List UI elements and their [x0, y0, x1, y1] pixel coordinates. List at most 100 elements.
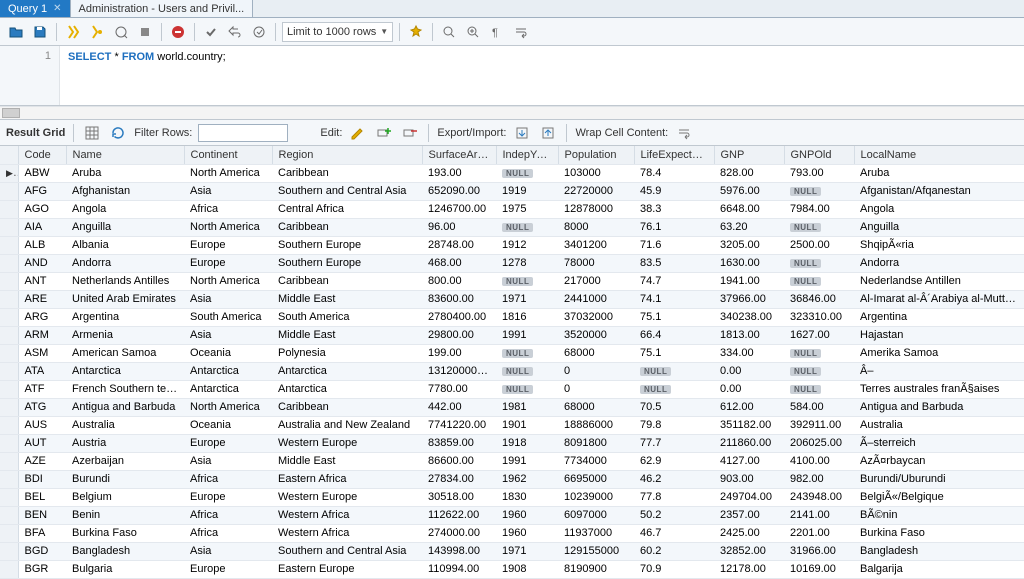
cell-gnpold[interactable]: 7984.00	[784, 200, 854, 218]
invisible-icon[interactable]: ¶	[487, 22, 507, 42]
cell-code[interactable]: AZE	[18, 452, 66, 470]
cell-code[interactable]: AUS	[18, 416, 66, 434]
col-surfacearea[interactable]: SurfaceArea	[422, 146, 496, 164]
cell-indepyear[interactable]: 1991	[496, 452, 558, 470]
cell-lifeexpectancy[interactable]: 79.8	[634, 416, 714, 434]
cell-gnpold[interactable]: 36846.00	[784, 290, 854, 308]
cell-gnp[interactable]: 4127.00	[714, 452, 784, 470]
cell-gnp[interactable]: 903.00	[714, 470, 784, 488]
cell-region[interactable]: Middle East	[272, 326, 422, 344]
tab-1[interactable]: Administration - Users and Privil...	[71, 0, 254, 17]
cell-region[interactable]: Western Europe	[272, 434, 422, 452]
cell-code[interactable]: AUT	[18, 434, 66, 452]
cell-region[interactable]: Australia and New Zealand	[272, 416, 422, 434]
cell-localname[interactable]: Aruba	[854, 164, 1024, 182]
cell-code[interactable]: AIA	[18, 218, 66, 236]
col-indepyear[interactable]: IndepYear	[496, 146, 558, 164]
cell-lifeexpectancy[interactable]: 71.6	[634, 236, 714, 254]
cell-region[interactable]: Western Africa	[272, 506, 422, 524]
autocommit-icon[interactable]	[249, 22, 269, 42]
cell-lifeexpectancy[interactable]: 60.2	[634, 542, 714, 560]
editor-h-scrollbar[interactable]	[0, 106, 1024, 120]
cell-population[interactable]: 0	[558, 362, 634, 380]
cell-indepyear[interactable]: 1981	[496, 398, 558, 416]
cell-localname[interactable]: Angola	[854, 200, 1024, 218]
table-row[interactable]: ATFFrench Southern ter...AntarcticaAntar…	[0, 380, 1024, 398]
table-row[interactable]: BGRBulgariaEuropeEastern Europe110994.00…	[0, 560, 1024, 578]
cell-gnpold[interactable]: 584.00	[784, 398, 854, 416]
cell-region[interactable]: Western Europe	[272, 488, 422, 506]
cell-surfacearea[interactable]: 274000.00	[422, 524, 496, 542]
cell-code[interactable]: ABW	[18, 164, 66, 182]
cell-gnpold[interactable]: 793.00	[784, 164, 854, 182]
cell-surfacearea[interactable]: 28748.00	[422, 236, 496, 254]
table-row[interactable]: BENBeninAfricaWestern Africa112622.00196…	[0, 506, 1024, 524]
cell-gnpold[interactable]: 392911.00	[784, 416, 854, 434]
cell-lifeexpectancy[interactable]: 77.7	[634, 434, 714, 452]
import-icon[interactable]	[538, 123, 558, 143]
cell-population[interactable]: 68000	[558, 398, 634, 416]
cell-population[interactable]: 8000	[558, 218, 634, 236]
cell-continent[interactable]: North America	[184, 272, 272, 290]
cell-indepyear[interactable]: 1971	[496, 542, 558, 560]
cell-population[interactable]: 7734000	[558, 452, 634, 470]
cell-gnp[interactable]: 0.00	[714, 362, 784, 380]
cell-population[interactable]: 78000	[558, 254, 634, 272]
cell-lifeexpectancy[interactable]: 83.5	[634, 254, 714, 272]
cell-indepyear[interactable]: 1278	[496, 254, 558, 272]
cell-localname[interactable]: ShqipÃ«ria	[854, 236, 1024, 254]
cell-code[interactable]: BGD	[18, 542, 66, 560]
cell-gnpold[interactable]: NULL	[784, 182, 854, 200]
cell-region[interactable]: Southern and Central Asia	[272, 542, 422, 560]
insert-row-icon[interactable]	[374, 123, 394, 143]
cell-population[interactable]: 8190900	[558, 560, 634, 578]
cell-name[interactable]: United Arab Emirates	[66, 290, 184, 308]
cell-code[interactable]: BFA	[18, 524, 66, 542]
cell-code[interactable]: ATG	[18, 398, 66, 416]
cell-gnpold[interactable]: NULL	[784, 380, 854, 398]
cell-gnpold[interactable]: 10169.00	[784, 560, 854, 578]
cell-lifeexpectancy[interactable]: 76.1	[634, 218, 714, 236]
cell-name[interactable]: Burundi	[66, 470, 184, 488]
cell-localname[interactable]: Amerika Samoa	[854, 344, 1024, 362]
grid-view-icon[interactable]	[82, 123, 102, 143]
cell-surfacearea[interactable]: 7780.00	[422, 380, 496, 398]
cell-indepyear[interactable]: 1960	[496, 506, 558, 524]
cell-lifeexpectancy[interactable]: 50.2	[634, 506, 714, 524]
table-row[interactable]: BGDBangladeshAsiaSouthern and Central As…	[0, 542, 1024, 560]
cell-surfacearea[interactable]: 13120000.00	[422, 362, 496, 380]
row-selector[interactable]	[0, 308, 18, 326]
row-limit-dropdown[interactable]: Limit to 1000 rows▼	[282, 22, 393, 42]
col-code[interactable]: Code	[18, 146, 66, 164]
row-selector[interactable]	[0, 452, 18, 470]
table-row[interactable]: ▶ABWArubaNorth AmericaCaribbean193.00NUL…	[0, 164, 1024, 182]
cell-name[interactable]: Benin	[66, 506, 184, 524]
row-selector[interactable]	[0, 416, 18, 434]
row-selector[interactable]	[0, 200, 18, 218]
cell-localname[interactable]: Argentina	[854, 308, 1024, 326]
cell-gnpold[interactable]: NULL	[784, 344, 854, 362]
cell-indepyear[interactable]: NULL	[496, 380, 558, 398]
cell-population[interactable]: 11937000	[558, 524, 634, 542]
table-row[interactable]: AGOAngolaAfricaCentral Africa1246700.001…	[0, 200, 1024, 218]
stop-error-icon[interactable]	[168, 22, 188, 42]
cell-region[interactable]: South America	[272, 308, 422, 326]
cell-surfacearea[interactable]: 86600.00	[422, 452, 496, 470]
cell-code[interactable]: BEL	[18, 488, 66, 506]
cell-surfacearea[interactable]: 193.00	[422, 164, 496, 182]
cell-region[interactable]: Western Africa	[272, 524, 422, 542]
row-selector[interactable]	[0, 488, 18, 506]
col-name[interactable]: Name	[66, 146, 184, 164]
table-row[interactable]: AUSAustraliaOceaniaAustralia and New Zea…	[0, 416, 1024, 434]
cell-region[interactable]: Caribbean	[272, 218, 422, 236]
delete-row-icon[interactable]	[400, 123, 420, 143]
cell-continent[interactable]: Europe	[184, 434, 272, 452]
row-selector[interactable]	[0, 506, 18, 524]
cell-name[interactable]: Bangladesh	[66, 542, 184, 560]
cell-code[interactable]: AND	[18, 254, 66, 272]
cell-code[interactable]: ARG	[18, 308, 66, 326]
cell-continent[interactable]: Europe	[184, 488, 272, 506]
cell-lifeexpectancy[interactable]: 75.1	[634, 308, 714, 326]
cell-gnpold[interactable]: 2141.00	[784, 506, 854, 524]
cell-lifeexpectancy[interactable]: 70.9	[634, 560, 714, 578]
